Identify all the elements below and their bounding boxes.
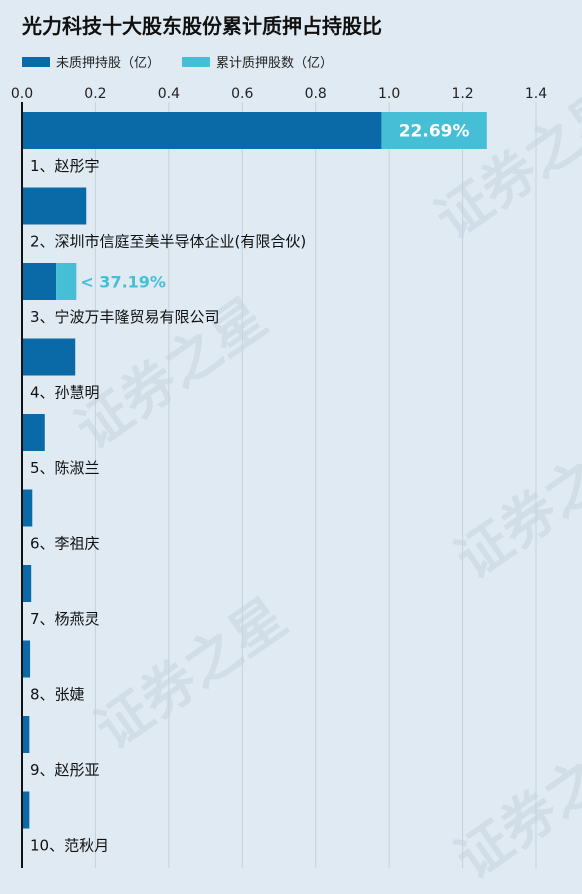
legend-swatch-unpledged [22, 56, 50, 67]
bar-pledged [56, 263, 77, 300]
category-label: 10、范秋月 [30, 837, 109, 855]
legend-swatch-pledged [182, 56, 211, 67]
category-label: 4、孙慧明 [30, 384, 100, 402]
category-label: 2、深圳市信庭至美半导体企业(有限合伙) [30, 233, 306, 251]
data-label: 22.69% [399, 122, 470, 142]
bar-unpledged [22, 791, 30, 829]
category-label: 6、李祖庆 [30, 535, 100, 553]
bar-unpledged [22, 565, 32, 602]
x-tick-label: 0.6 [231, 86, 253, 102]
legend: 未质押持股（亿） 累计质押股数（亿） [22, 52, 355, 71]
category-label: 1、赵彤宇 [30, 157, 100, 175]
legend-label-unpledged: 未质押持股（亿） [56, 56, 161, 71]
bar-unpledged [22, 112, 382, 149]
x-tick-label: 1.4 [525, 86, 547, 102]
category-label: 5、陈淑兰 [30, 459, 100, 477]
x-tick-label: 0.4 [158, 86, 180, 102]
bar-unpledged [22, 489, 33, 527]
x-tick-label: 0.0 [11, 86, 33, 102]
bar-pledged [381, 112, 487, 149]
category-label: 8、张婕 [30, 686, 85, 704]
bar-unpledged [22, 263, 57, 300]
legend-item-pledged: 累计质押股数（亿） [182, 52, 333, 71]
legend-label-pledged: 累计质押股数（亿） [216, 56, 334, 71]
x-tick-label: 1.2 [451, 86, 473, 102]
bar-unpledged [22, 640, 31, 678]
x-tick-label: 0.2 [84, 86, 106, 102]
data-label: < 37.19% [80, 273, 166, 292]
x-tick-label: 1.0 [378, 86, 400, 102]
bar-unpledged [22, 338, 76, 376]
x-tick-label: 0.8 [305, 86, 327, 102]
bar-unpledged [22, 187, 87, 225]
chart-title: 光力科技十大股东股份累计质押占持股比 [22, 14, 382, 38]
bar-unpledged [22, 414, 45, 451]
category-label: 9、赵彤亚 [30, 761, 100, 779]
category-label: 3、宁波万丰隆贸易有限公司 [30, 308, 220, 326]
category-label: 7、杨燕灵 [30, 610, 100, 628]
bar-unpledged [22, 716, 30, 753]
legend-item-unpledged: 未质押持股（亿） [22, 52, 160, 71]
